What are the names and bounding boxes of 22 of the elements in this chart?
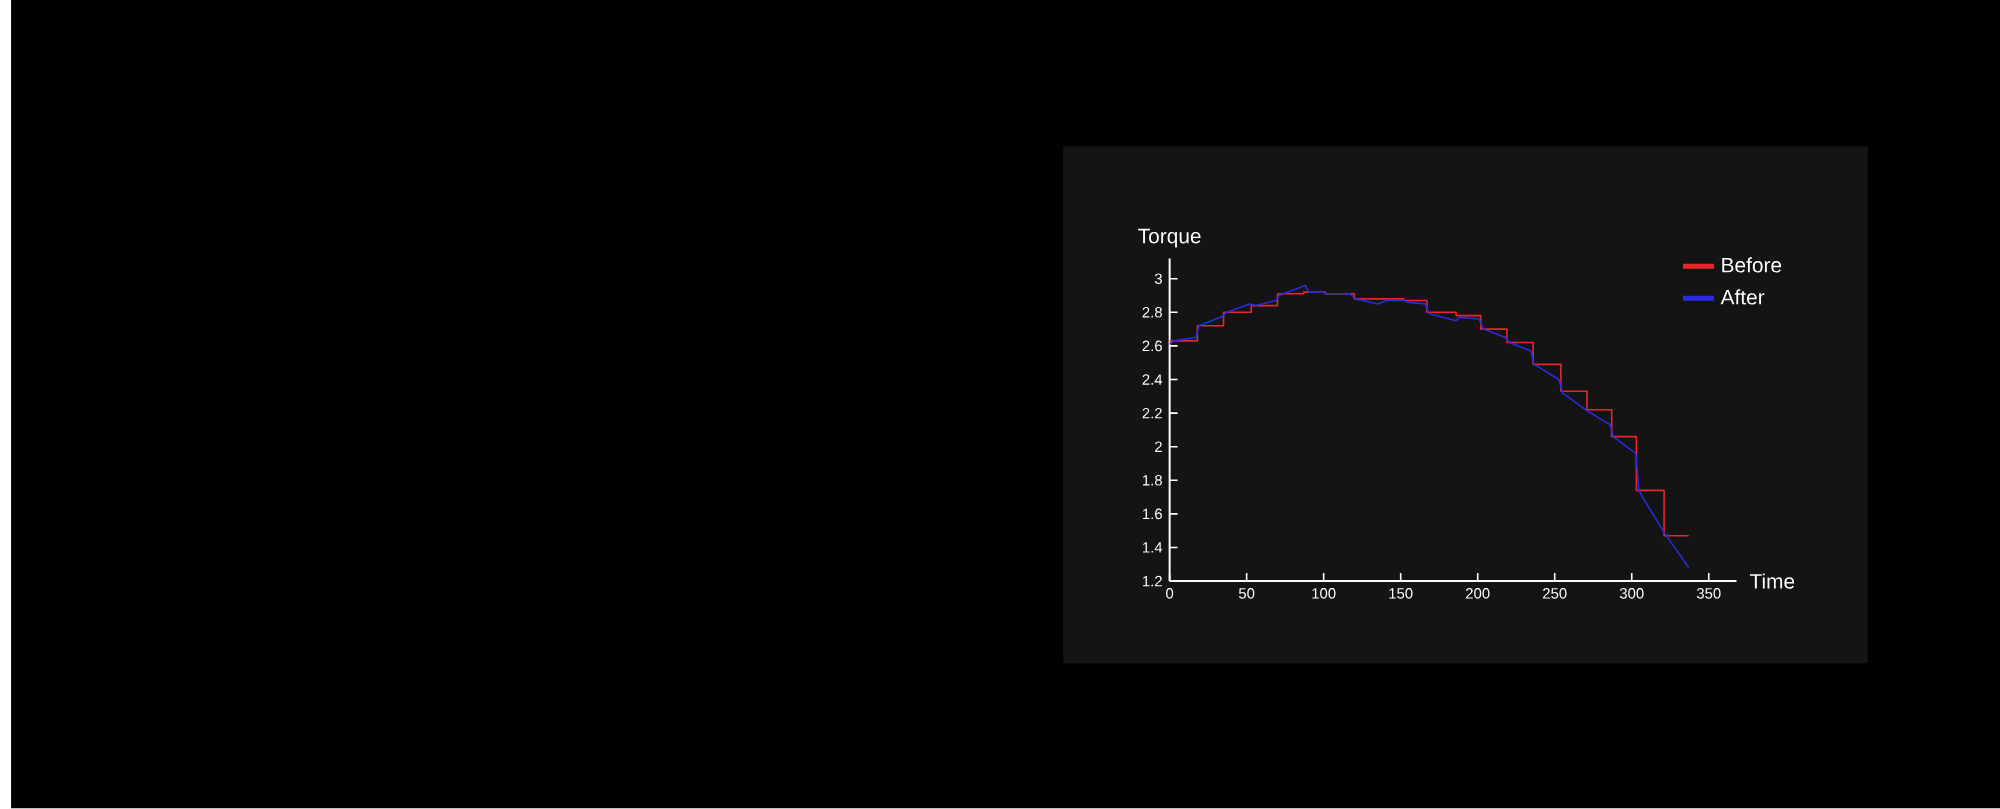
x-tick-label: 150 [1389,588,1413,599]
y-tick-label: 2.8 [1142,307,1162,318]
x-axis-title: Time [1749,573,1795,589]
y-tick-label: 2.2 [1142,408,1162,419]
x-tick-label: 300 [1619,588,1644,599]
y-tick-label: 1.4 [1142,542,1163,553]
y-axis-title: Torque [1138,229,1201,248]
y-tick-label: 2.4 [1142,374,1163,385]
legend-label: Before [1722,257,1782,273]
y-tick-label: 1.2 [1142,576,1162,587]
x-tick-label: 100 [1312,588,1336,599]
x-tick-label: 50 [1238,588,1255,599]
y-tick-label: 3 [1154,273,1162,285]
y-tick-label: 2.6 [1142,340,1162,352]
y-tick-label: 1.8 [1142,475,1162,486]
x-tick-label: 250 [1543,588,1567,599]
x-tick-label: 0 [1166,588,1174,599]
x-tick-label: 350 [1696,588,1721,599]
y-tick-label: 1.6 [1142,508,1162,520]
y-tick-label: 2 [1155,441,1162,453]
x-tick-label: 200 [1466,588,1490,599]
legend-label: After [1720,289,1765,305]
